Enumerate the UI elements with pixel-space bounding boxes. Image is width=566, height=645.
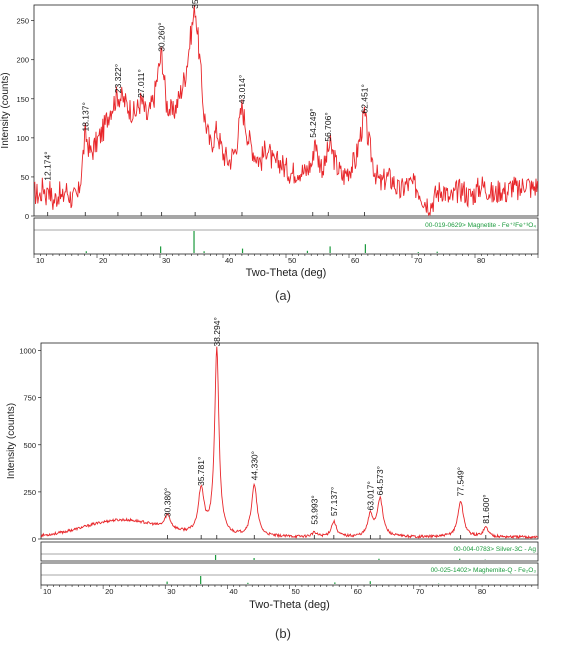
peak-label: 35.576°	[190, 0, 200, 9]
reference-card-label: 00-004-0783> Silver-3C - Ag	[453, 546, 536, 553]
reference-card-frame	[40, 541, 539, 562]
y-tick-label: 750	[23, 394, 36, 403]
x-tick-label: 70	[416, 587, 424, 596]
peak-label: 77.549°	[456, 467, 466, 496]
x-tick-label: 60	[351, 256, 359, 265]
x-tick-label: 80	[478, 587, 486, 596]
peak-label: 30.380°	[163, 488, 173, 517]
panel-a-caption: (a)	[275, 288, 291, 303]
peak-label: 43.014°	[237, 75, 247, 104]
x-tick-label: 40	[229, 587, 237, 596]
x-tick-label: 10	[43, 587, 51, 596]
x-tick-label: 10	[36, 256, 44, 265]
peak-label: 23.322°	[113, 64, 123, 93]
peak-label: 30.260°	[157, 22, 167, 51]
y-axis-label: Intensity (counts)	[6, 403, 17, 479]
peak-label: 44.330°	[249, 451, 259, 480]
panel-b-caption: (b)	[275, 626, 291, 641]
x-tick-label: 20	[105, 587, 113, 596]
plot-frame	[40, 342, 539, 540]
peak-label: 38.294°	[212, 317, 222, 346]
x-tick-label: 70	[414, 256, 422, 265]
x-tick-label: 50	[288, 256, 296, 265]
y-tick-label: 250	[16, 17, 29, 26]
diffraction-series-line	[40, 346, 539, 540]
peak-label: 54.249°	[308, 108, 318, 137]
panel-a-chart: 0 50 100 150 200 250 Intensity (counts) 12.174°…	[0, 0, 539, 279]
peak-label: 56.706°	[323, 112, 333, 141]
reference-card-label: 00-019-0629> Magnetite - Fe⁺²Fe⁺³O₄	[425, 222, 536, 229]
y-tick-label: 0	[25, 212, 29, 221]
peak-label: 27.011°	[136, 69, 146, 98]
x-axis-label: Two-Theta (deg)	[246, 267, 327, 279]
diffraction-series-line	[33, 4, 538, 217]
peak-label: 18.137°	[80, 102, 90, 131]
x-tick-label: 40	[225, 256, 233, 265]
x-tick-label: 30	[162, 256, 170, 265]
y-tick-label: 250	[23, 488, 36, 497]
peak-label: 63.017°	[365, 481, 375, 510]
x-tick-label: 30	[167, 587, 175, 596]
y-tick-label: 50	[21, 173, 29, 182]
peak-label: 64.573°	[375, 466, 385, 495]
x-axis-label: Two-Theta (deg)	[249, 599, 330, 611]
panel-b-chart: 0 250 500 750 1000 Intensity (counts) 30.380° 3…	[6, 317, 539, 611]
peak-label: 57.137°	[329, 487, 339, 516]
y-tick-label: 150	[16, 95, 29, 104]
peak-label: 35.781°	[196, 457, 206, 486]
peak-label: 62.451°	[359, 84, 369, 113]
reference-card-label: 00-025-1402> Maghemite-Q - Fe₂O₃	[431, 567, 537, 574]
y-axis-label: Intensity (counts)	[0, 72, 11, 148]
peak-label: 12.174°	[43, 151, 53, 180]
y-tick-label: 200	[16, 56, 29, 65]
x-tick-label: 80	[477, 256, 485, 265]
y-tick-label: 500	[23, 441, 36, 450]
plot-frame	[33, 4, 539, 217]
peak-label: 53.993°	[309, 495, 319, 524]
y-tick-label: 0	[32, 535, 36, 544]
y-tick-label: 100	[16, 134, 29, 143]
x-tick-label: 60	[354, 587, 362, 596]
peak-label: 81.600°	[481, 494, 491, 523]
x-tick-label: 20	[99, 256, 107, 265]
y-tick-label: 1000	[19, 347, 36, 356]
x-tick-label: 50	[292, 587, 300, 596]
